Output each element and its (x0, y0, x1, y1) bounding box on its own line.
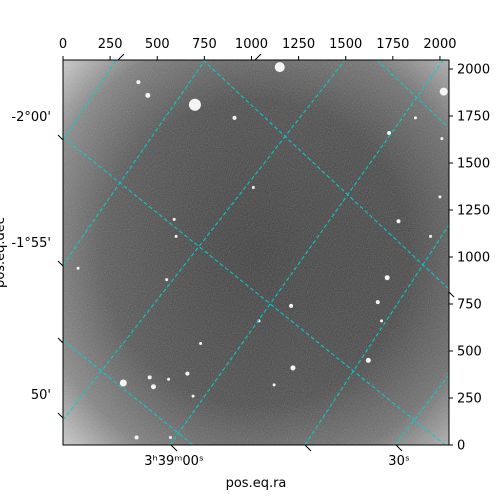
wcs-grid (63, 60, 449, 445)
star (188, 98, 201, 111)
star (119, 379, 127, 387)
right-tick-label: 750 (457, 298, 482, 313)
star (251, 185, 255, 189)
top-tick-label: 1000 (235, 37, 268, 52)
ra-tick-label: 3ʰ39ᵐ00ˢ (144, 454, 204, 469)
star (167, 377, 171, 381)
grid-line (304, 224, 449, 445)
star (290, 365, 296, 371)
ra-axis: 3ʰ39ᵐ00ˢ 30ˢ (117, 53, 410, 469)
star (380, 319, 384, 323)
right-tick-label: 1000 (457, 251, 490, 266)
star (174, 234, 178, 238)
ra-tick (117, 53, 125, 61)
dec-tick (57, 134, 64, 141)
image-noise (63, 60, 449, 445)
grid-line (202, 60, 449, 290)
star (232, 115, 237, 120)
top-tick-label: 0 (59, 37, 67, 52)
top-pixel-axis: 0 250 500 750 1000 1250 1500 1750 2000 (59, 37, 457, 60)
grid-line (394, 374, 449, 445)
star (289, 303, 294, 308)
star (199, 341, 203, 345)
top-tick-label: 500 (145, 37, 170, 52)
star (145, 92, 151, 98)
ra-tick (170, 444, 178, 452)
star (185, 371, 190, 376)
top-tick-label: 750 (192, 37, 217, 52)
right-tick-label: 1250 (457, 204, 490, 219)
star (165, 278, 169, 282)
star (429, 234, 433, 238)
star (439, 87, 448, 96)
star (172, 217, 176, 221)
x-axis-label: pos.eq.ra (226, 476, 287, 491)
right-pixel-axis: 0 250 500 750 1000 1250 1500 1750 2000 (449, 63, 490, 454)
dec-tick (57, 412, 64, 419)
star (168, 435, 172, 439)
dec-tick-label: 50' (31, 388, 51, 403)
top-tick-label: 1250 (282, 37, 315, 52)
top-tick-label: 1750 (376, 37, 409, 52)
star (274, 62, 285, 73)
right-tick-label: 250 (457, 392, 482, 407)
star (438, 195, 442, 199)
right-tick-label: 1500 (457, 157, 490, 172)
right-tick-label: 2000 (457, 63, 490, 78)
top-tick-label: 1500 (329, 37, 362, 52)
dec-axis: -2°00' -1°55' 50' (11, 110, 455, 419)
right-tick-label: 500 (457, 345, 482, 360)
star (440, 137, 444, 141)
ra-tick (395, 444, 403, 452)
dec-tick (57, 260, 64, 267)
plot-frame (62, 59, 450, 446)
right-tick-label: 0 (457, 439, 465, 454)
ra-tick (254, 53, 262, 61)
star (396, 219, 401, 224)
stars-layer (76, 62, 448, 440)
dec-tick-label: -2°00' (11, 110, 51, 125)
star (375, 300, 380, 305)
grid-line (169, 60, 444, 445)
star (150, 384, 156, 390)
grid-line (63, 60, 206, 266)
star (413, 116, 417, 120)
y-axis-label: pos.eq.dec (0, 217, 8, 288)
dec-tick (448, 291, 455, 298)
grid-line (63, 60, 117, 141)
dec-tick-label: -1°55' (11, 236, 51, 251)
top-tick-label: 250 (98, 37, 123, 52)
star (134, 435, 139, 440)
star (191, 394, 195, 398)
star (384, 275, 390, 281)
image-area (63, 60, 449, 445)
grid-line (63, 339, 194, 445)
star (387, 130, 392, 135)
star (365, 357, 371, 363)
dec-tick (57, 337, 64, 344)
grid-line (376, 60, 449, 129)
star (272, 383, 276, 387)
star (136, 80, 141, 85)
ra-tick (304, 444, 312, 452)
star (147, 375, 152, 380)
star (76, 266, 80, 270)
grid-line (63, 136, 447, 445)
grid-line (63, 60, 346, 421)
ra-tick-label: 30ˢ (388, 454, 410, 469)
right-tick-label: 1750 (457, 110, 490, 125)
top-tick-label: 2000 (423, 37, 456, 52)
